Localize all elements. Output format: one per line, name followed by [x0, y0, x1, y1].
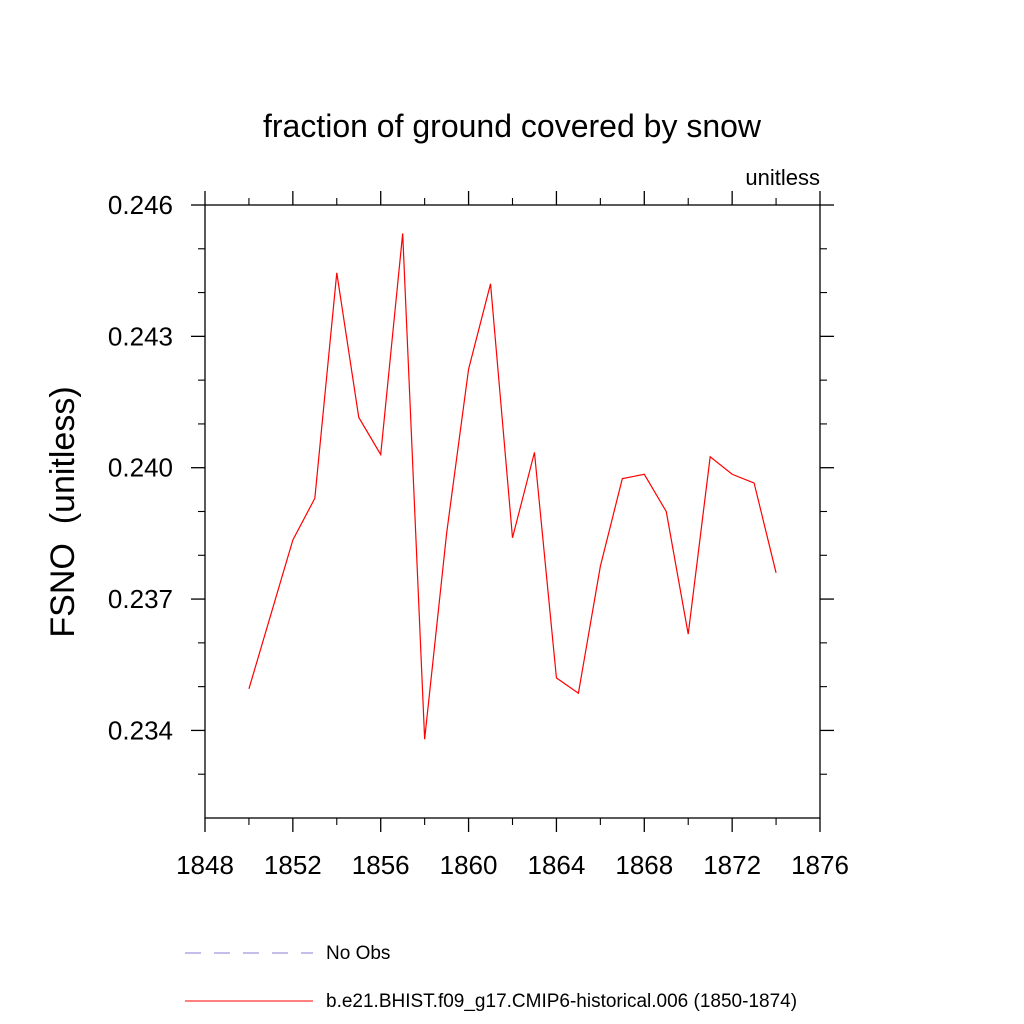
y-tick-label: 0.240 [108, 453, 173, 483]
x-tick-label: 1848 [176, 850, 234, 880]
chart-title: fraction of ground covered by snow [263, 108, 762, 144]
legend-label: b.e21.BHIST.f09_g17.CMIP6-historical.006… [326, 991, 797, 1012]
series-line [248, 233, 777, 740]
y-tick-label: 0.237 [108, 584, 173, 614]
y-tick-label: 0.234 [108, 715, 173, 745]
x-tick-label: 1856 [352, 850, 410, 880]
legend: No Obs b.e21.BHIST.f09_g17.CMIP6-historic… [185, 943, 797, 1012]
x-tick-label: 1872 [703, 850, 761, 880]
x-tick-label: 1876 [791, 850, 849, 880]
x-tick-label: 1860 [440, 850, 498, 880]
y-tick-label: 0.243 [108, 321, 173, 351]
y-tick-label: 0.246 [108, 190, 173, 220]
axis-ticks [191, 191, 834, 832]
x-tick-label: 1868 [615, 850, 673, 880]
series-group [248, 233, 777, 740]
plot-frame [204, 204, 821, 819]
x-tick-label: 1852 [264, 850, 322, 880]
legend-label: No Obs [326, 943, 390, 964]
units-label: unitless [745, 165, 820, 190]
x-tick-labels: 1848 1852 1856 1860 1864 1868 1872 1876 [176, 850, 849, 880]
y-tick-labels: 0.234 0.237 0.240 0.243 0.246 [108, 190, 173, 745]
y-axis-label: FSNO (unitless) [44, 386, 82, 637]
x-tick-label: 1864 [528, 850, 586, 880]
